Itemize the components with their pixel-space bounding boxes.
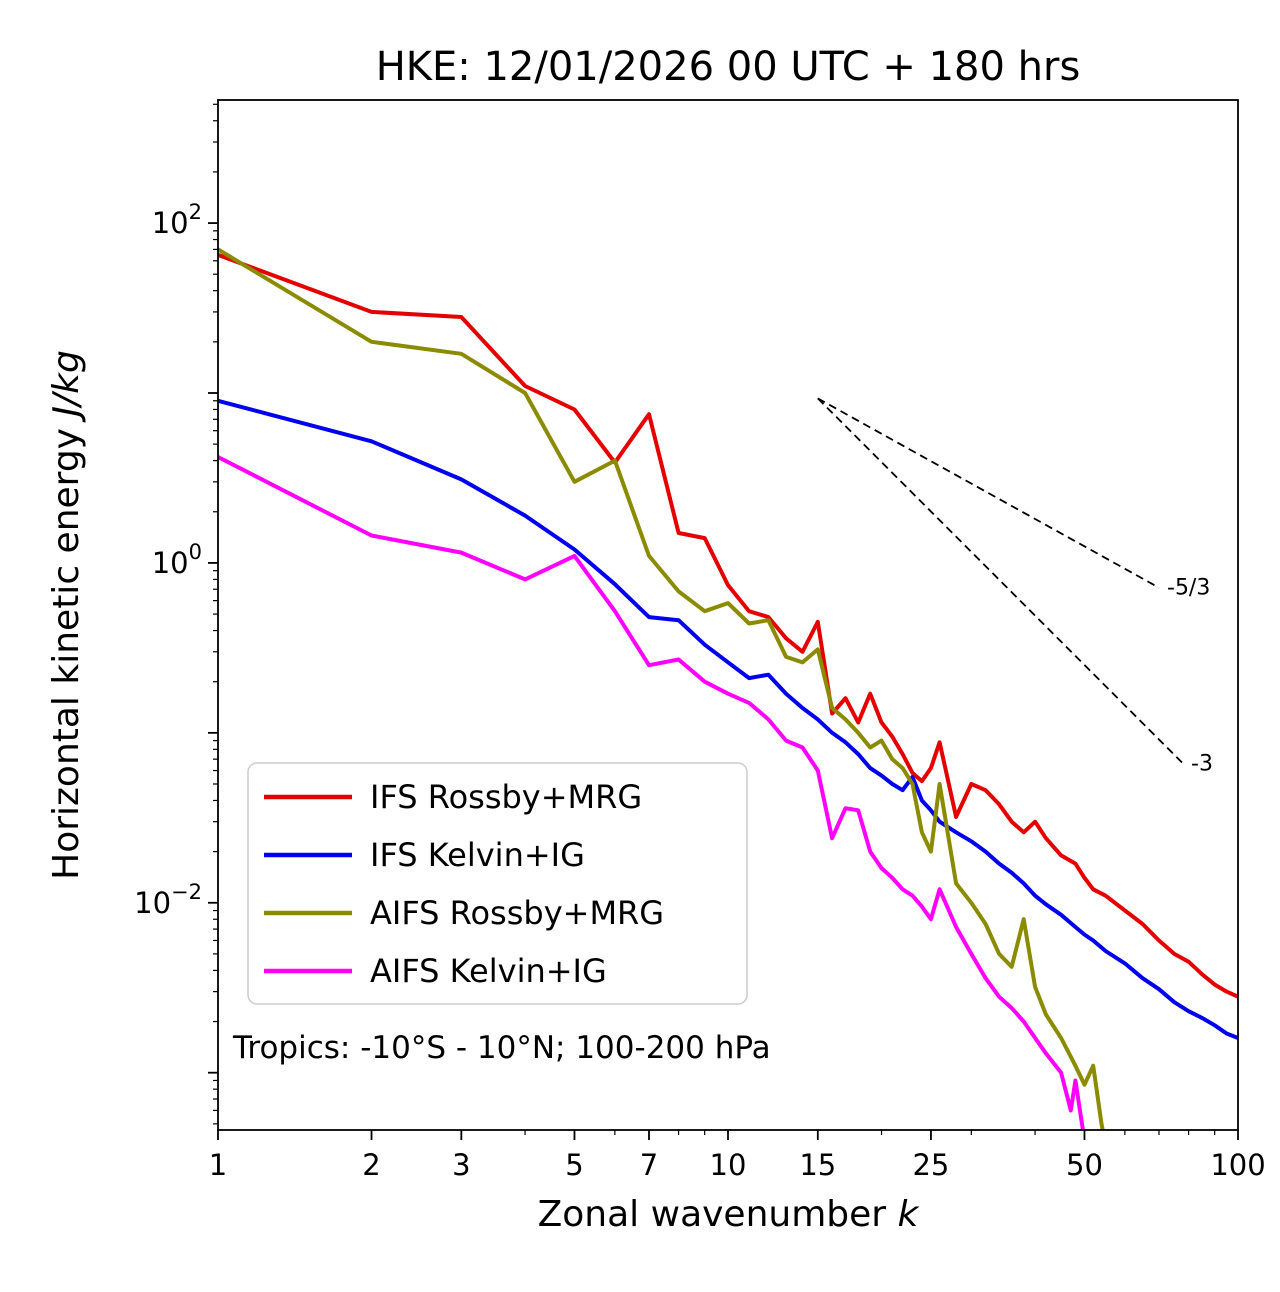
x-tick-label: 5: [565, 1148, 583, 1182]
x-tick-label: 2: [362, 1148, 380, 1182]
legend-box: [247, 762, 748, 1005]
x-tick-label: 3: [452, 1148, 470, 1182]
x-tick-label: 1: [209, 1148, 227, 1182]
y-axis-label-math: J/kg: [46, 350, 87, 422]
region-annotation: Tropics: -10°S - 10°N; 100-200 hPa: [232, 1030, 771, 1066]
y-tick-label: 10−2: [134, 880, 202, 920]
series-line-ifs-rossby-mrg: [218, 252, 1238, 999]
x-axis-label: Zonal wavenumber k: [538, 1194, 921, 1235]
reference-line-label: -5/3: [1167, 576, 1210, 601]
reference-line--5/3: [817, 397, 1160, 589]
legend-label-ifs-kelvin-ig: IFS Kelvin+IG: [370, 836, 585, 874]
x-tick-label: 7: [640, 1148, 658, 1182]
plot-render-layer: -5/3 -3 1 2 3 5 7 10 15 25 50 100 102 100 10−2 IFS Ross…: [134, 99, 1266, 1182]
legend-label-aifs-kelvin-ig: AIFS Kelvin+IG: [370, 952, 607, 990]
reference-line--3: [817, 397, 1184, 765]
y-axis-label: Horizontal kinetic energy J/kg: [46, 350, 87, 880]
x-axis-label-math: k: [898, 1194, 921, 1235]
series-line-aifs-rossby-mrg: [218, 247, 1105, 1130]
chart-title: HKE: 12/01/2026 00 UTC + 180 hrs: [376, 44, 1081, 90]
legend-label-ifs-rossby-mrg: IFS Rossby+MRG: [370, 778, 642, 816]
x-tick-label: 15: [799, 1148, 836, 1182]
series-line-ifs-kelvin-ig: [218, 398, 1238, 1040]
y-tick-label: 102: [152, 200, 202, 240]
x-axis-label-text: Zonal wavenumber: [538, 1194, 898, 1235]
x-tick-label: 25: [912, 1148, 949, 1182]
series-layer: [218, 247, 1238, 1130]
y-axis-label-text: Horizontal kinetic energy: [46, 417, 87, 880]
x-tick-label: 50: [1066, 1148, 1103, 1182]
x-tick-label: 100: [1210, 1148, 1265, 1182]
legend-label-aifs-rossby-mrg: AIFS Rossby+MRG: [370, 894, 664, 932]
y-tick-label: 100: [152, 540, 202, 580]
x-tick-label: 10: [710, 1148, 747, 1182]
series-line-aifs-kelvin-ig: [218, 455, 1085, 1130]
reference-line-label: -3: [1191, 752, 1213, 777]
